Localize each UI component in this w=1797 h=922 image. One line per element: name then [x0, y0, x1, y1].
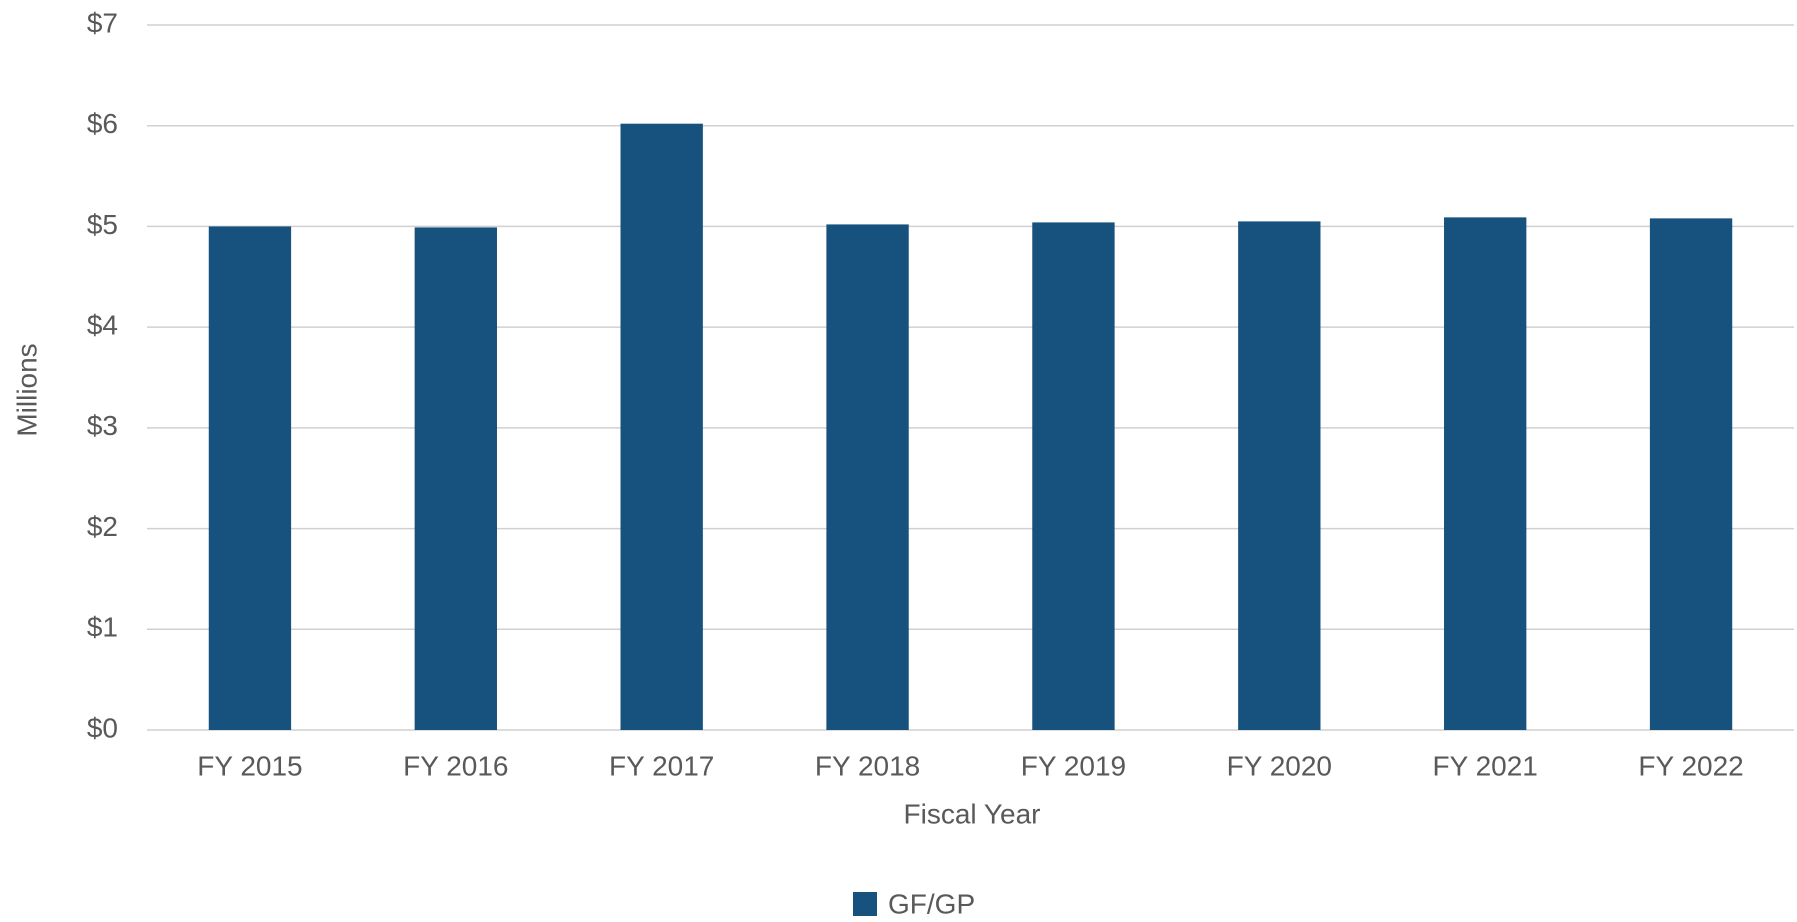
- x-tick-label: FY 2022: [1638, 750, 1743, 781]
- legend-swatch: [853, 892, 877, 916]
- x-tick-label: FY 2015: [197, 750, 302, 781]
- y-tick-label: $5: [87, 209, 118, 240]
- bar: [208, 226, 292, 730]
- y-tick-label: $4: [87, 310, 118, 341]
- y-tick-label: $7: [87, 7, 118, 38]
- x-axis-title: Fiscal Year: [904, 798, 1041, 829]
- bar: [620, 123, 703, 730]
- y-tick-label: $3: [87, 410, 118, 441]
- bar: [1032, 222, 1115, 730]
- bar: [1238, 221, 1321, 730]
- x-tick-label: FY 2020: [1227, 750, 1332, 781]
- x-tick-label: FY 2018: [815, 750, 920, 781]
- y-tick-label: $6: [87, 108, 118, 139]
- x-tick-label: FY 2016: [403, 750, 508, 781]
- y-tick-label: $1: [87, 612, 118, 643]
- x-tick-label: FY 2017: [609, 750, 714, 781]
- y-tick-label: $2: [87, 511, 118, 542]
- x-tick-label: FY 2019: [1021, 750, 1126, 781]
- bar: [1444, 217, 1527, 731]
- legend-label: GF/GP: [888, 888, 975, 919]
- bar: [414, 227, 497, 730]
- x-tick-label: FY 2021: [1433, 750, 1538, 781]
- y-tick-label: $0: [87, 712, 118, 743]
- bar: [826, 224, 909, 730]
- bar: [1649, 218, 1733, 730]
- y-axis-title: Millions: [11, 343, 42, 436]
